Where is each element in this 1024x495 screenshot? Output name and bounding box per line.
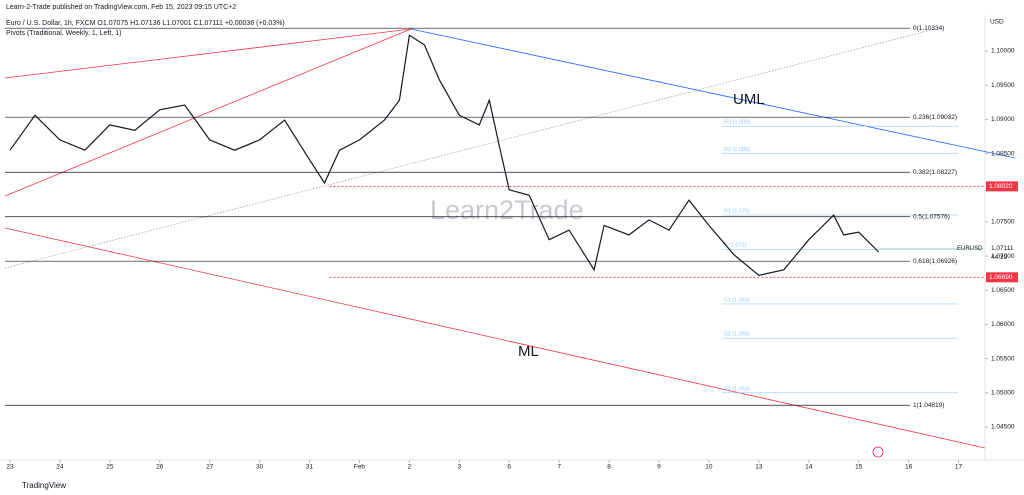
x-tick-label: 13 xyxy=(755,464,763,471)
current-symbol: EURUSD xyxy=(957,246,983,252)
y-tick-label: 1.06000 xyxy=(991,321,1015,328)
x-tick-label: 9 xyxy=(657,464,661,471)
watermark: Learn2Trade xyxy=(430,195,584,225)
trend-line xyxy=(4,28,936,269)
fib-label: 0.382(1.08227) xyxy=(913,169,957,176)
countdown: 44:39 xyxy=(991,254,1008,261)
x-tick-label: 3 xyxy=(457,464,461,471)
price-tag xyxy=(986,181,1018,192)
y-tick-label: 1.07500 xyxy=(991,219,1015,226)
x-tick-label: Feb xyxy=(354,464,366,471)
y-tick-label: 1.08500 xyxy=(991,150,1015,157)
y-tick-label: 1.05500 xyxy=(991,355,1015,362)
event-icon[interactable] xyxy=(872,446,884,458)
indicator: Pivots (Traditional, Weekly, 1, Left, 1) xyxy=(6,30,121,37)
y-tick-label: 1.04500 xyxy=(991,424,1015,431)
price-tag-label: 1.06690 xyxy=(989,274,1013,281)
fib-label: 0.618(1.06926) xyxy=(913,258,957,265)
x-tick-label: 26 xyxy=(156,464,164,471)
x-tick-label: 7 xyxy=(557,464,561,471)
x-tick-label: 24 xyxy=(56,464,64,471)
price-line-series xyxy=(9,34,880,276)
y-tick-label: 1.07000 xyxy=(991,253,1015,260)
symbol-line: Euro / U.S. Dollar, 1h, FXCM O1.07075 H1… xyxy=(6,20,285,27)
currency: USD xyxy=(990,19,1004,26)
upper-median-line xyxy=(410,28,1016,159)
y-tick-label: 1.10000 xyxy=(991,48,1015,55)
price-tag xyxy=(986,272,1018,283)
fib-label: 0.5(1.07576) xyxy=(913,213,950,220)
fib-label: 0.236(1.09032) xyxy=(913,114,957,121)
y-tick-label: 1.05000 xyxy=(991,390,1015,397)
x-tick-label: 25 xyxy=(106,464,114,471)
y-tick-label: 1.09500 xyxy=(991,82,1015,89)
footer: TradingView xyxy=(22,481,66,490)
current-price: 1.07111 xyxy=(991,245,1014,252)
pivot-label: S2 (1.058) xyxy=(724,332,750,338)
x-tick-label: 6 xyxy=(507,464,511,471)
published: Learn-2-Trade published on TradingView.c… xyxy=(6,4,236,11)
median-line xyxy=(4,227,986,449)
x-tick-label: 17 xyxy=(955,464,963,471)
x-tick-label: 27 xyxy=(206,464,214,471)
pivot-label: P (1.071) xyxy=(724,243,747,249)
pivot-label: R1 (1.076) xyxy=(724,209,750,215)
x-tick-label: 15 xyxy=(855,464,863,471)
y-tick-label: 1.09000 xyxy=(991,116,1015,123)
trend-line xyxy=(4,28,412,79)
x-tick-label: 2 xyxy=(408,464,412,471)
x-tick-label: 16 xyxy=(905,464,913,471)
fib-label: 1(1.04819) xyxy=(913,402,944,409)
y-tick-label: 1.06500 xyxy=(991,287,1015,294)
annotation: UML xyxy=(733,91,765,108)
fib-label: 0(1.10334) xyxy=(913,25,944,32)
pivot-label: R2 (1.085) xyxy=(724,147,750,153)
x-tick-label: 8 xyxy=(607,464,611,471)
trend-line xyxy=(4,28,412,197)
x-tick-label: 14 xyxy=(805,464,813,471)
x-tick-label: 23 xyxy=(6,464,14,471)
annotation: ML xyxy=(518,343,539,360)
pivot-label: S3 (1.050) xyxy=(724,386,750,392)
pivot-label: S1 (1.063) xyxy=(724,297,750,303)
pivot-label: R3 (1.089) xyxy=(724,120,750,126)
x-tick-label: 30 xyxy=(256,464,264,471)
x-tick-label: 31 xyxy=(306,464,314,471)
price-tag-label: 1.08020 xyxy=(989,183,1013,190)
x-tick-label: 10 xyxy=(705,464,713,471)
